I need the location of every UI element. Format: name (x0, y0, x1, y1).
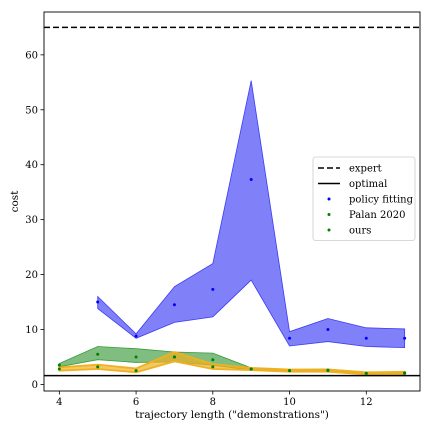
point-ours (364, 371, 368, 375)
point-ours (134, 369, 138, 373)
x-tick-label: 12 (360, 397, 373, 408)
legend-marker-policy-fitting (327, 197, 331, 201)
point-policy-fitting (172, 303, 176, 307)
point-ours (172, 355, 176, 359)
point-ours (326, 369, 330, 373)
point-policy-fitting (96, 300, 100, 304)
point-policy-fitting (403, 336, 407, 340)
x-tick-label: 8 (210, 397, 216, 408)
legend-marker-ours (327, 228, 331, 232)
legend-label-expert: expert (349, 164, 382, 175)
x-tick-label: 4 (56, 397, 62, 408)
point-ours (288, 369, 292, 373)
point-palan-2020 (211, 358, 215, 362)
x-tick-label: 6 (133, 397, 139, 408)
band-policy-fitting (97, 80, 406, 349)
point-ours (57, 367, 61, 371)
point-ours (96, 365, 100, 369)
x-axis-label: trajectory length ("demonstrations") (135, 409, 329, 421)
y-tick-label: 50 (25, 105, 38, 116)
legend-label-palan-2020: Palan 2020 (349, 210, 405, 221)
point-policy-fitting (211, 287, 215, 291)
point-policy-fitting (288, 336, 292, 340)
y-tick-label: 30 (25, 215, 38, 226)
y-tick-label: 10 (25, 325, 38, 336)
y-tick-label: 40 (25, 160, 38, 171)
point-palan-2020 (57, 363, 61, 367)
legend-label-ours: ours (349, 226, 371, 237)
point-ours (249, 367, 253, 371)
y-tick-label: 20 (25, 270, 38, 281)
point-policy-fitting (364, 336, 368, 340)
point-policy-fitting (326, 327, 330, 331)
point-palan-2020 (134, 355, 138, 359)
plot-frame (43, 11, 421, 392)
legend-box (312, 156, 416, 241)
legend-label-policy-fitting: policy fitting (349, 195, 414, 206)
point-ours (211, 365, 215, 369)
x-tick-label: 10 (283, 397, 296, 408)
y-axis-label: cost (9, 190, 21, 213)
legend-marker-palan-2020 (327, 213, 331, 216)
point-palan-2020 (96, 352, 100, 356)
point-policy-fitting (134, 334, 138, 338)
point-ours (403, 371, 407, 375)
legend-label-optimal: optimal (349, 179, 387, 190)
y-tick-label: 0 (32, 380, 38, 391)
y-tick-label: 60 (25, 50, 38, 61)
point-policy-fitting (249, 178, 253, 182)
